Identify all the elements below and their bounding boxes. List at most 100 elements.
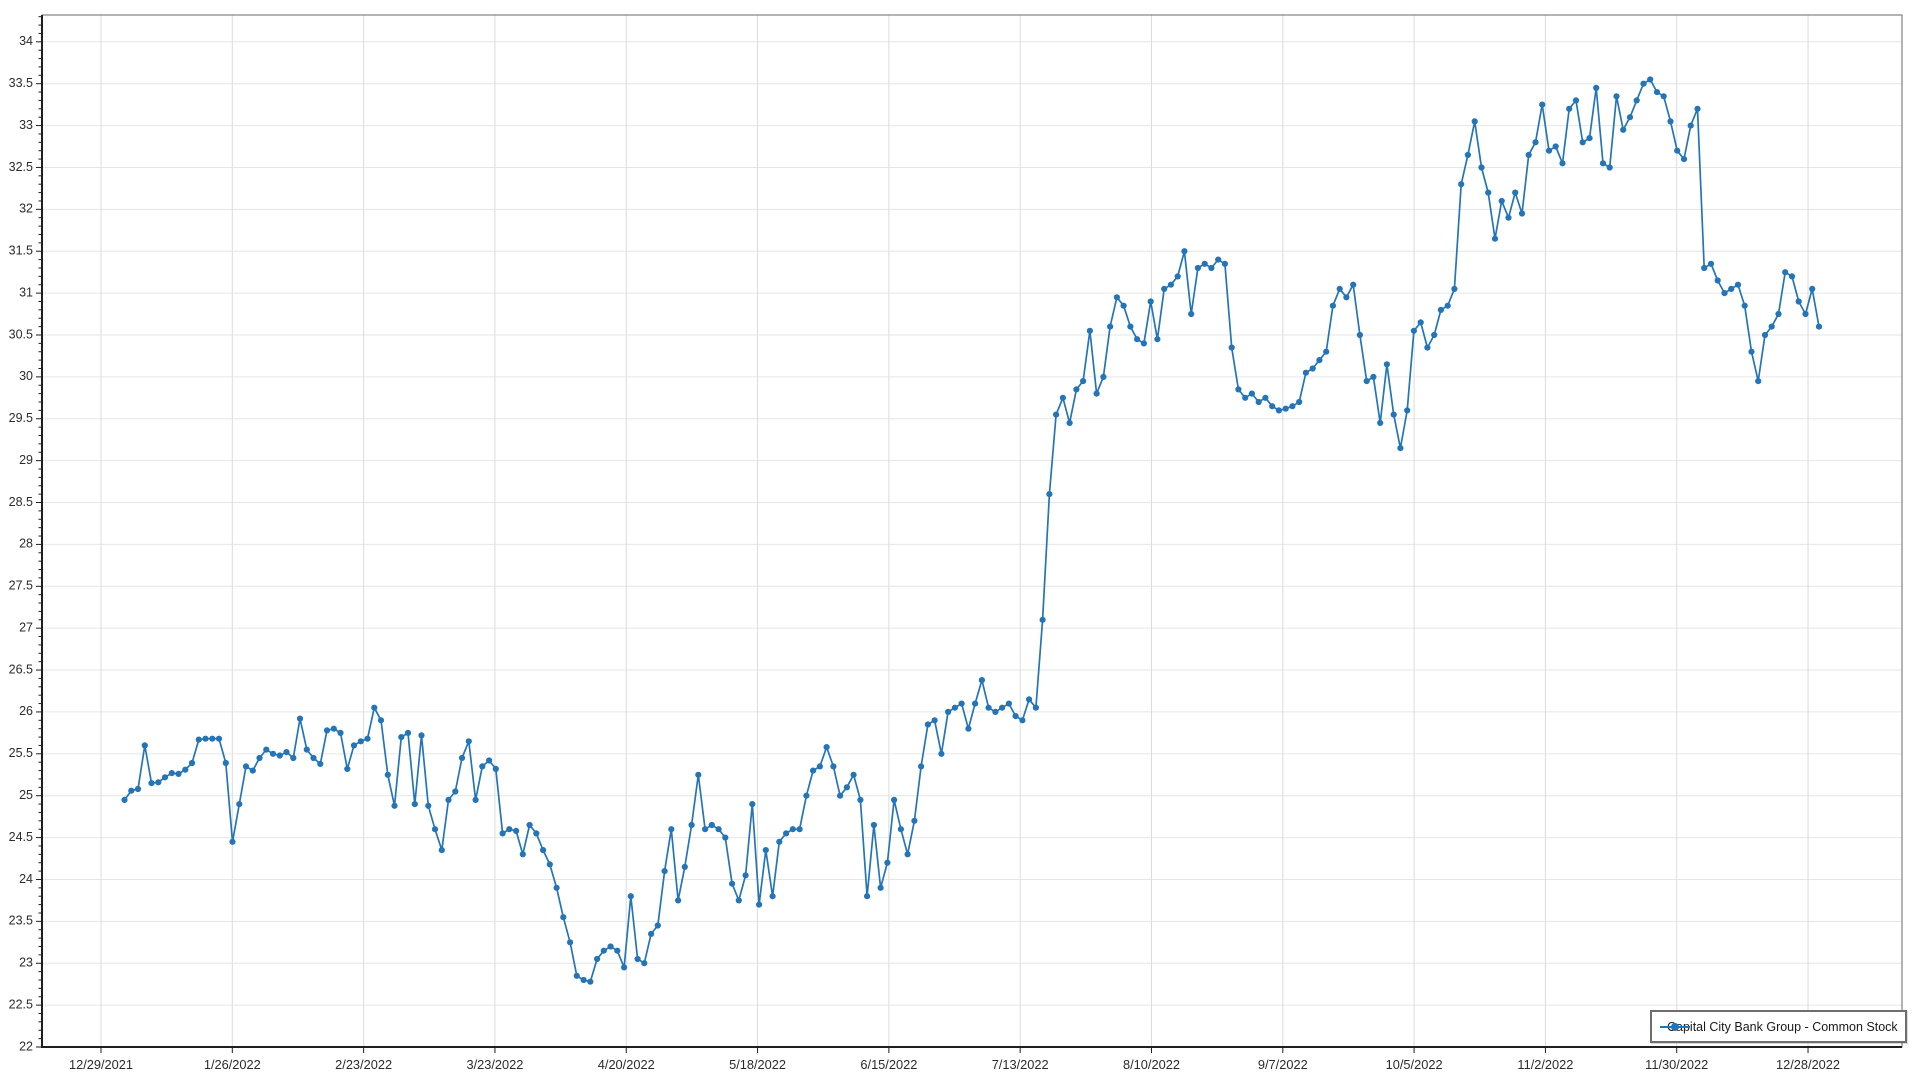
y-tick-label: 25.5: [9, 746, 33, 760]
data-point-marker: [1775, 310, 1782, 318]
y-tick-label: 23: [19, 956, 33, 970]
data-point-marker: [992, 708, 999, 716]
data-point-marker: [783, 830, 790, 837]
y-tick-label: 22: [19, 1039, 33, 1053]
data-point-marker: [654, 922, 661, 929]
data-point-marker: [999, 704, 1006, 711]
data-point-marker: [310, 754, 317, 762]
legend-marker-dot: [1671, 1022, 1679, 1031]
data-point-marker: [175, 770, 182, 778]
data-point-marker: [1815, 323, 1823, 330]
data-point-marker: [1242, 394, 1249, 401]
data-point-marker: [1032, 704, 1039, 711]
data-point-marker: [445, 796, 452, 804]
data-point-marker: [134, 785, 142, 793]
data-point-marker: [729, 880, 736, 887]
data-point-marker: [1215, 256, 1222, 263]
data-point-marker: [1417, 319, 1424, 326]
data-point-marker: [1694, 105, 1701, 112]
data-point-marker: [1660, 93, 1667, 100]
data-point-marker: [256, 754, 263, 762]
data-point-marker: [580, 976, 587, 984]
data-point-marker: [1390, 411, 1397, 418]
data-point-marker: [796, 826, 803, 833]
data-point-marker: [722, 834, 729, 841]
data-point-marker: [1316, 357, 1323, 364]
data-point-marker: [188, 759, 196, 767]
data-point-marker: [269, 750, 277, 757]
data-point-marker: [648, 930, 655, 938]
data-point-marker: [398, 734, 405, 741]
y-tick-label: 34: [19, 34, 33, 48]
data-point-marker: [1721, 290, 1728, 297]
data-point-marker: [290, 754, 297, 762]
plot-border: [41, 14, 1903, 1048]
data-point-marker: [1404, 407, 1411, 414]
data-point-marker: [891, 796, 898, 804]
y-tick-label: 27: [19, 620, 33, 634]
data-point-marker: [499, 830, 506, 837]
data-point-marker: [1593, 84, 1600, 91]
data-point-marker: [1471, 118, 1478, 125]
data-point-marker: [870, 821, 878, 829]
data-point-marker: [1647, 76, 1654, 83]
data-point-marker: [789, 826, 796, 833]
data-point-marker: [1134, 336, 1141, 343]
data-point-marker: [924, 721, 932, 728]
data-point-marker: [1120, 302, 1127, 309]
data-point-marker: [377, 717, 385, 724]
data-point-marker: [1761, 331, 1769, 339]
data-point-marker: [945, 708, 952, 716]
y-tick-label: 32.5: [9, 160, 33, 174]
data-point-marker: [627, 893, 634, 900]
data-point-marker: [1788, 273, 1796, 280]
y-tick-label: 24: [19, 872, 33, 886]
data-point-marker: [364, 735, 371, 742]
legend[interactable]: Capital City Bank Group - Common Stock: [1650, 1010, 1907, 1043]
y-tick-label: 28: [19, 537, 33, 551]
data-point-marker: [1296, 398, 1303, 406]
data-point-marker: [425, 802, 432, 809]
data-point-marker: [384, 771, 391, 778]
data-point-marker: [553, 884, 560, 891]
data-point-marker: [1100, 373, 1107, 380]
data-point-marker: [1005, 700, 1013, 707]
y-tick-label: 23.5: [9, 914, 33, 928]
data-point-marker: [1127, 323, 1134, 330]
data-point-marker: [1667, 118, 1674, 125]
data-point-marker: [1275, 407, 1282, 414]
data-point-marker: [1309, 365, 1316, 372]
data-point-marker: [985, 704, 992, 711]
data-point-marker: [918, 763, 925, 770]
data-point-marker: [769, 893, 776, 900]
data-point-marker: [546, 861, 553, 868]
data-point-marker: [1552, 143, 1559, 150]
data-point-marker: [1653, 89, 1661, 96]
y-tick-label: 33.5: [9, 76, 33, 90]
data-point-marker: [1633, 97, 1640, 104]
data-point-marker: [391, 802, 398, 809]
data-point-marker: [1559, 160, 1566, 167]
data-point-marker: [323, 727, 331, 734]
data-point-marker: [182, 766, 189, 773]
data-point-marker: [972, 700, 979, 707]
data-point-marker: [1680, 156, 1688, 163]
data-point-marker: [1599, 160, 1607, 167]
data-point-marker: [1073, 386, 1080, 393]
data-point-marker: [965, 725, 972, 732]
data-point-marker: [864, 893, 871, 900]
data-point-marker: [1350, 281, 1357, 288]
data-point-marker: [249, 767, 256, 774]
data-point-marker: [431, 826, 439, 833]
data-point-marker: [560, 914, 567, 921]
data-point-marker: [317, 760, 324, 768]
data-point-marker: [1410, 327, 1417, 334]
data-point-marker: [762, 847, 769, 854]
data-point-marker: [1485, 189, 1492, 196]
data-point-marker: [411, 801, 418, 808]
data-point-marker: [1221, 260, 1228, 267]
x-tick-label: 8/10/2022: [1123, 1057, 1180, 1072]
data-point-marker: [1235, 386, 1242, 393]
x-tick-label: 12/29/2021: [69, 1057, 133, 1072]
